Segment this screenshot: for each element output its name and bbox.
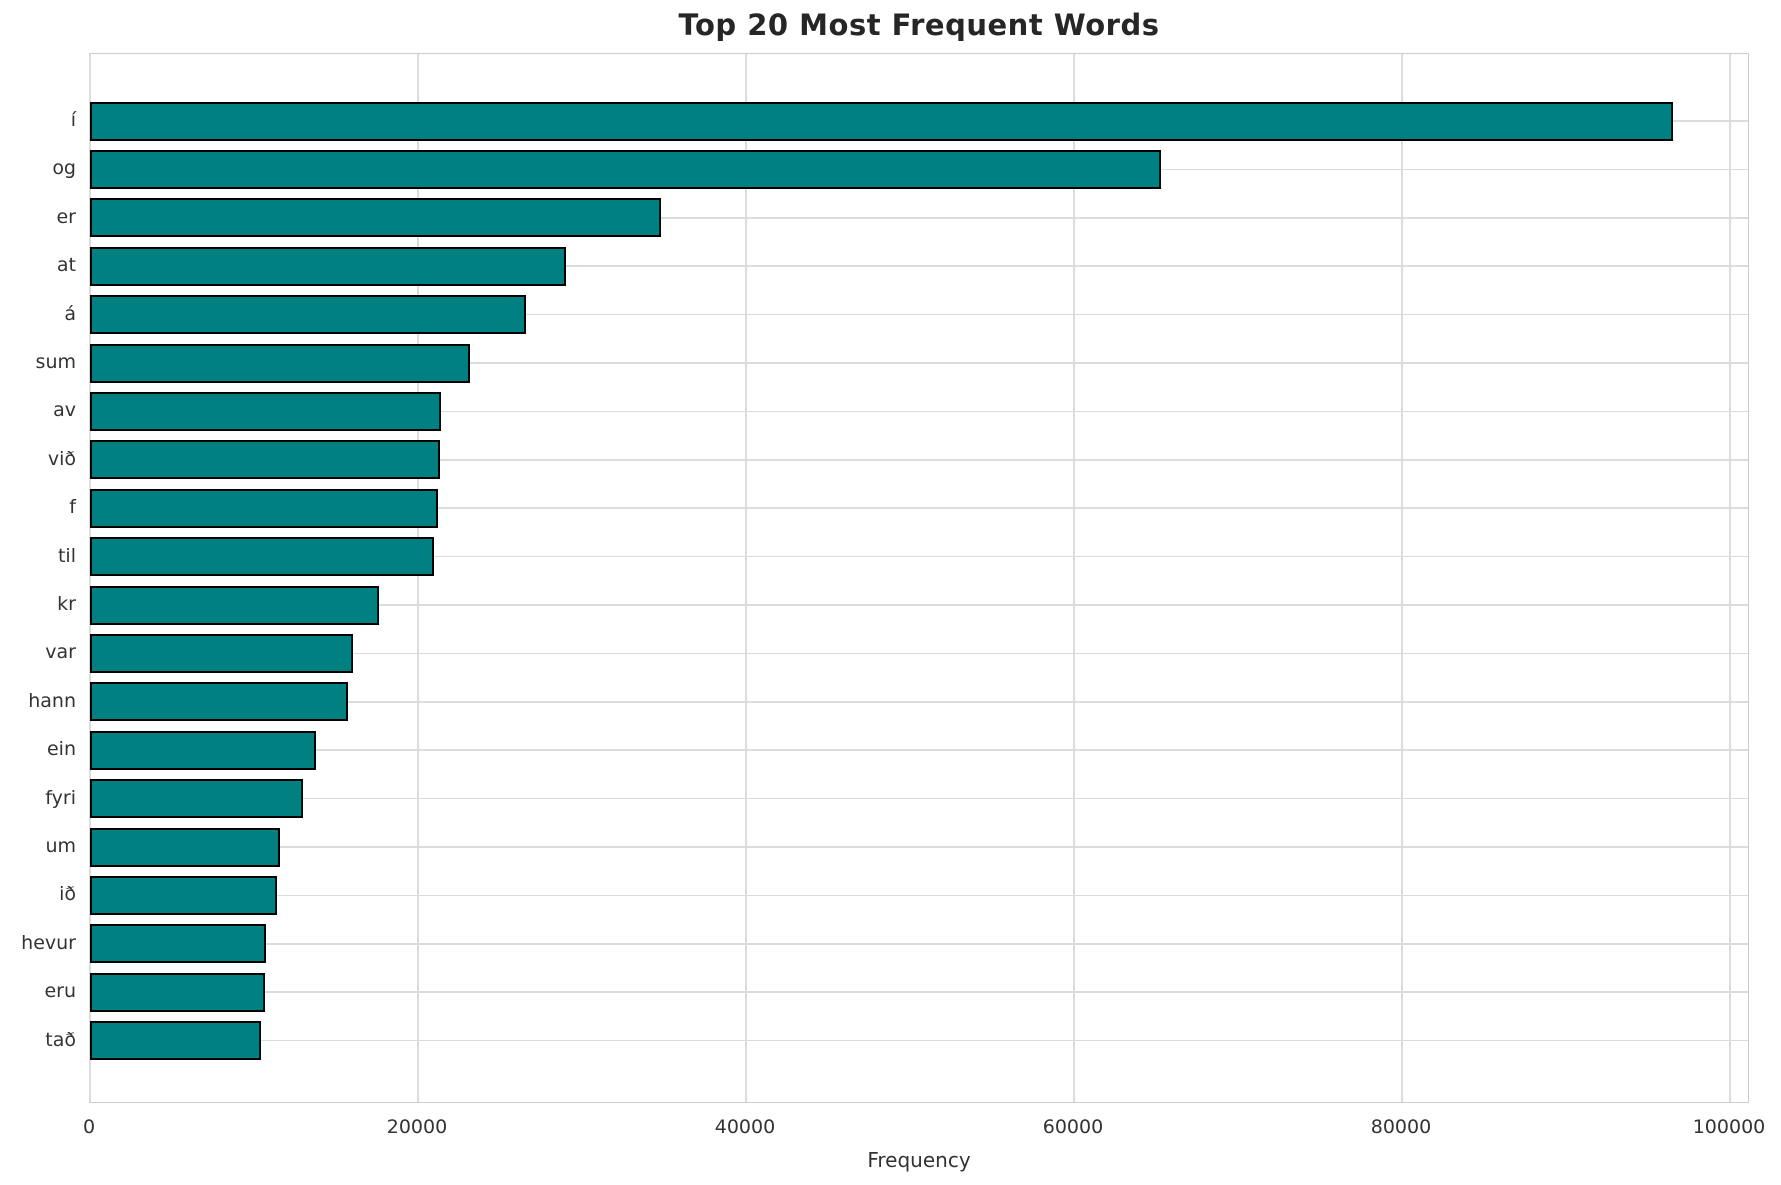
x-tick-label: 20000: [386, 1116, 448, 1138]
bar-hann: [90, 682, 349, 722]
bar-í: [90, 101, 1673, 141]
bar-var: [90, 633, 354, 673]
bar-kr: [90, 585, 380, 625]
x-tick-label: 60000: [1042, 1116, 1104, 1138]
x-tick-label: 80000: [1370, 1116, 1432, 1138]
gridline-vertical: [745, 54, 747, 1102]
gridline-vertical: [89, 54, 91, 1102]
gridline-horizontal: [90, 555, 1748, 558]
y-tick-label: er: [56, 205, 76, 228]
gridline-horizontal: [90, 797, 1748, 800]
bar-um: [90, 827, 281, 867]
gridline-horizontal: [90, 507, 1748, 510]
x-tick-label: 100000: [1692, 1116, 1766, 1138]
bar-eru: [90, 972, 265, 1012]
y-tick-label: f: [69, 496, 76, 519]
y-tick-label: á: [64, 302, 76, 325]
gridline-horizontal: [90, 894, 1748, 897]
bar-við: [90, 440, 441, 480]
bar-sum: [90, 343, 471, 383]
y-tick-label: kr: [57, 593, 76, 615]
gridline-horizontal: [90, 458, 1748, 461]
y-tick-label: ið: [59, 883, 76, 906]
gridline-horizontal: [90, 265, 1748, 268]
bar-hevur: [90, 924, 267, 964]
y-tick-label: fyri: [45, 786, 76, 809]
gridline-horizontal: [90, 749, 1748, 752]
x-axis-label: Frequency: [867, 1148, 971, 1172]
plot-area: [89, 53, 1749, 1103]
gridline-horizontal: [90, 313, 1748, 316]
y-tick-label: hann: [28, 689, 76, 712]
y-tick-label: til: [57, 544, 76, 567]
gridline-horizontal: [90, 700, 1748, 703]
bar-er: [90, 198, 661, 238]
y-tick-label: av: [53, 399, 76, 422]
x-tick-label: 0: [82, 1116, 96, 1138]
gridline-horizontal: [90, 604, 1748, 606]
y-tick-label: ein: [46, 738, 76, 761]
gridline-horizontal: [90, 362, 1748, 364]
gridline-horizontal: [90, 846, 1748, 848]
x-tick-label: 40000: [714, 1116, 776, 1138]
bar-tað: [90, 1021, 261, 1061]
gridline-horizontal: [90, 410, 1748, 413]
bar-f: [90, 488, 439, 528]
gridline-horizontal: [90, 216, 1748, 219]
y-tick-label: í: [70, 109, 76, 131]
y-tick-label: tað: [45, 1028, 76, 1051]
gridline-horizontal: [90, 991, 1748, 994]
y-tick-label: at: [56, 254, 76, 277]
bar-at: [90, 246, 566, 286]
gridline-vertical: [1073, 54, 1075, 1102]
bar-og: [90, 149, 1161, 189]
y-tick-label: og: [52, 157, 76, 180]
y-tick-label: sum: [35, 351, 76, 373]
bar-ið: [90, 875, 277, 915]
gridline-horizontal: [90, 942, 1748, 945]
y-tick-label: við: [47, 447, 76, 470]
y-tick-label: um: [45, 835, 76, 857]
gridline-vertical: [1401, 54, 1403, 1102]
bar-til: [90, 537, 435, 577]
bar-fyri: [90, 779, 304, 819]
y-tick-label: var: [45, 641, 76, 664]
bar-av: [90, 391, 441, 431]
y-tick-label: hevur: [21, 931, 76, 954]
y-tick-label: eru: [44, 980, 76, 1003]
bar-á: [90, 295, 527, 335]
chart-title: Top 20 Most Frequent Words: [678, 8, 1160, 42]
bar-ein: [90, 730, 317, 770]
gridline-vertical: [1729, 54, 1731, 1102]
gridline-horizontal: [90, 1039, 1748, 1042]
gridline-horizontal: [90, 652, 1748, 655]
gridline-vertical: [417, 54, 419, 1102]
